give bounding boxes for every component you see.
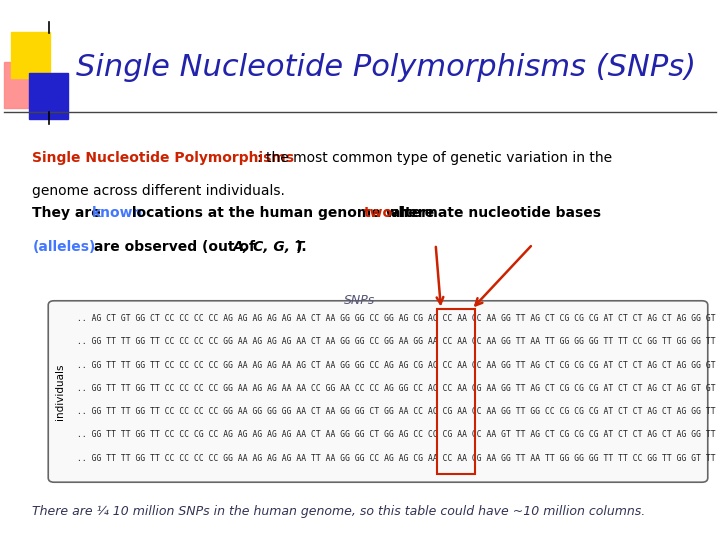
- Bar: [11, 32, 50, 78]
- Text: .. GG TT TT GG TT CC CC CC CC GG AA AG AG AG AA CT AA GG GG CC GG AA GG AA CC AA: .. GG TT TT GG TT CC CC CC CC GG AA AG A…: [77, 337, 720, 346]
- Text: There are ¼ 10 million SNPs in the human genome, so this table could have ~10 mi: There are ¼ 10 million SNPs in the human…: [32, 505, 646, 518]
- Text: known: known: [91, 206, 143, 220]
- Text: genome across different individuals.: genome across different individuals.: [32, 184, 285, 198]
- Bar: [4, 62, 43, 108]
- Text: individuals: individuals: [55, 363, 65, 420]
- Text: are observed (out of: are observed (out of: [89, 240, 259, 254]
- Text: ).: ).: [296, 240, 307, 254]
- Text: alternate nucleotide bases: alternate nucleotide bases: [386, 206, 601, 220]
- Text: locations at the human genome where: locations at the human genome where: [127, 206, 439, 220]
- Text: (alleles): (alleles): [32, 240, 96, 254]
- Text: Single Nucleotide Polymorphisms: Single Nucleotide Polymorphisms: [32, 151, 294, 165]
- Text: .. GG TT TT GG TT CC CC CC CC GG AA AG AG AA AG CT AA GG GG CC AG AG CG AC CC AA: .. GG TT TT GG TT CC CC CC CC GG AA AG A…: [77, 361, 720, 369]
- Bar: [29, 73, 68, 119]
- Text: .. GG TT TT GG TT CC CC CC CC GG AA AG AG AA AA CC GG AA CC CC AG GG CC AC CC AA: .. GG TT TT GG TT CC CC CC CC GG AA AG A…: [77, 384, 720, 393]
- Text: A, C, G, T: A, C, G, T: [233, 240, 305, 254]
- Text: two: two: [364, 206, 393, 220]
- Bar: [438, 309, 475, 474]
- Text: SNPs: SNPs: [344, 294, 376, 307]
- Text: Single Nucleotide Polymorphisms (SNPs): Single Nucleotide Polymorphisms (SNPs): [76, 53, 696, 82]
- Text: : the most common type of genetic variation in the: : the most common type of genetic variat…: [257, 151, 612, 165]
- Text: .. AG CT GT GG CT CC CC CC CC AG AG AG AG AG AA CT AA GG GG CC GG AG CG AC CC AA: .. AG CT GT GG CT CC CC CC CC AG AG AG A…: [77, 314, 720, 323]
- Text: .. GG TT TT GG TT CC CC CC CC GG AA GG GG GG AA CT AA GG GG CT GG AA CC AC CG AA: .. GG TT TT GG TT CC CC CC CC GG AA GG G…: [77, 407, 720, 416]
- Text: They are: They are: [32, 206, 106, 220]
- Text: .. GG TT TT GG TT CC CC CG CC AG AG AG AG AG AA CT AA GG GG CT GG AG CC CC CG AA: .. GG TT TT GG TT CC CC CG CC AG AG AG A…: [77, 430, 720, 440]
- Text: .. GG TT TT GG TT CC CC CC CC GG AA AG AG AG AA TT AA GG GG CC AG AG CG AA CC AA: .. GG TT TT GG TT CC CC CC CC GG AA AG A…: [77, 454, 720, 463]
- FancyBboxPatch shape: [48, 301, 708, 482]
